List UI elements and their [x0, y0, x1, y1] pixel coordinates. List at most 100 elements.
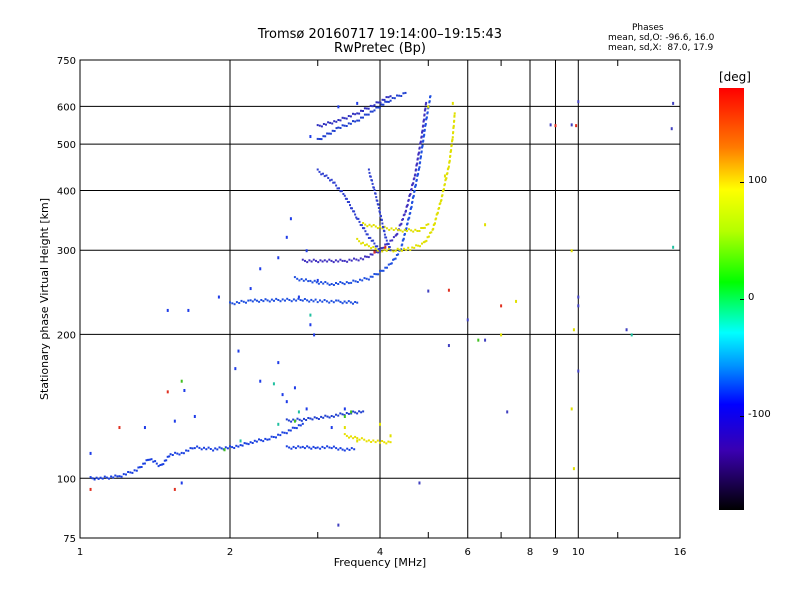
- echo-point: [114, 474, 117, 477]
- echo-point: [428, 100, 431, 103]
- echo-point: [245, 442, 248, 445]
- echo-point: [352, 437, 355, 440]
- echo-point: [362, 227, 364, 230]
- echo-point: [389, 239, 392, 242]
- echo-point: [247, 299, 250, 302]
- y-tick-label: 300: [57, 246, 76, 257]
- echo-point: [360, 109, 362, 112]
- echo-point: [297, 297, 300, 300]
- colorbar-unit: [deg]: [719, 70, 751, 84]
- echo-point: [358, 112, 361, 115]
- echo-point: [377, 273, 380, 276]
- x-tick-label: 1: [77, 547, 83, 558]
- echo-point: [303, 417, 305, 420]
- echo-point: [362, 258, 365, 261]
- echo-point: [286, 297, 289, 300]
- echo-point: [366, 225, 369, 228]
- echo-point: [343, 124, 346, 127]
- echo-point: [367, 256, 370, 259]
- echo-point: [388, 228, 391, 231]
- scatter-point: [443, 174, 446, 178]
- echo-point: [139, 466, 141, 469]
- echo-point: [359, 278, 361, 281]
- echo-point: [324, 135, 327, 138]
- echo-point: [381, 222, 384, 225]
- scatter-point: [281, 393, 284, 397]
- echo-point: [290, 447, 293, 450]
- echo-point: [420, 155, 422, 158]
- echo-point: [421, 129, 424, 132]
- echo-point: [314, 447, 317, 450]
- echo-point: [328, 416, 331, 419]
- echo-point: [326, 445, 329, 448]
- echo-point: [381, 98, 384, 101]
- echo-point: [408, 216, 411, 219]
- stats-extraordinary: mean, sd,X: 87.0, 17.9: [608, 43, 714, 53]
- echo-point: [339, 447, 342, 450]
- echo-point: [377, 207, 380, 209]
- echo-point: [354, 301, 357, 303]
- scatter-point: [447, 344, 450, 348]
- echo-point: [363, 107, 366, 110]
- echo-point: [411, 246, 414, 249]
- y-axis-label: Stationary phase Virtual Height [km]: [38, 198, 51, 400]
- echo-point: [241, 444, 244, 447]
- echo-point: [371, 182, 374, 185]
- echo-point: [419, 245, 421, 248]
- echo-point: [383, 441, 386, 444]
- scatter-point: [193, 414, 196, 418]
- echo-point: [356, 437, 359, 440]
- scatter-point: [173, 419, 176, 423]
- echo-point: [328, 258, 331, 261]
- echo-point: [400, 249, 403, 252]
- scatter-point: [293, 386, 296, 390]
- echo-point: [120, 475, 123, 478]
- echo-point: [300, 419, 303, 422]
- echo-point: [406, 203, 409, 206]
- echo-point: [356, 119, 359, 122]
- echo-point: [129, 471, 132, 474]
- echo-point: [296, 277, 299, 280]
- echo-point: [422, 124, 425, 127]
- echo-point: [297, 424, 300, 427]
- echo-point: [375, 196, 378, 199]
- echo-point: [409, 193, 412, 195]
- echo-point: [415, 178, 418, 181]
- echo-point: [424, 123, 427, 125]
- echo-point: [372, 439, 375, 442]
- echo-point: [379, 250, 381, 253]
- echo-point: [147, 458, 150, 461]
- echo-point: [373, 188, 376, 191]
- echo-point: [362, 110, 364, 112]
- scatter-point: [447, 288, 450, 292]
- scatter-point: [373, 250, 376, 254]
- echo-point: [242, 300, 245, 303]
- echo-point: [312, 258, 315, 261]
- plot-frame: [79, 59, 681, 539]
- echo-point: [253, 298, 256, 301]
- echo-point: [233, 303, 236, 306]
- echo-point: [189, 447, 192, 450]
- echo-point: [268, 300, 271, 303]
- echo-point: [290, 300, 293, 303]
- echo-point: [369, 110, 372, 113]
- echo-point: [294, 447, 297, 450]
- echo-point: [341, 116, 344, 119]
- echo-point: [207, 446, 210, 449]
- echo-point: [402, 92, 405, 95]
- echo-point: [165, 459, 168, 462]
- echo-point: [356, 112, 359, 115]
- scatter-point: [272, 382, 275, 386]
- scatter-point: [630, 333, 633, 337]
- echo-point: [370, 247, 373, 250]
- echo-point: [322, 135, 325, 138]
- echo-point: [143, 462, 146, 465]
- echo-point: [418, 230, 421, 232]
- echo-point: [112, 476, 115, 479]
- echo-point: [374, 245, 377, 248]
- echo-point: [142, 462, 145, 465]
- scatter-point: [572, 467, 575, 471]
- echo-point: [321, 445, 324, 448]
- echo-point: [91, 477, 94, 480]
